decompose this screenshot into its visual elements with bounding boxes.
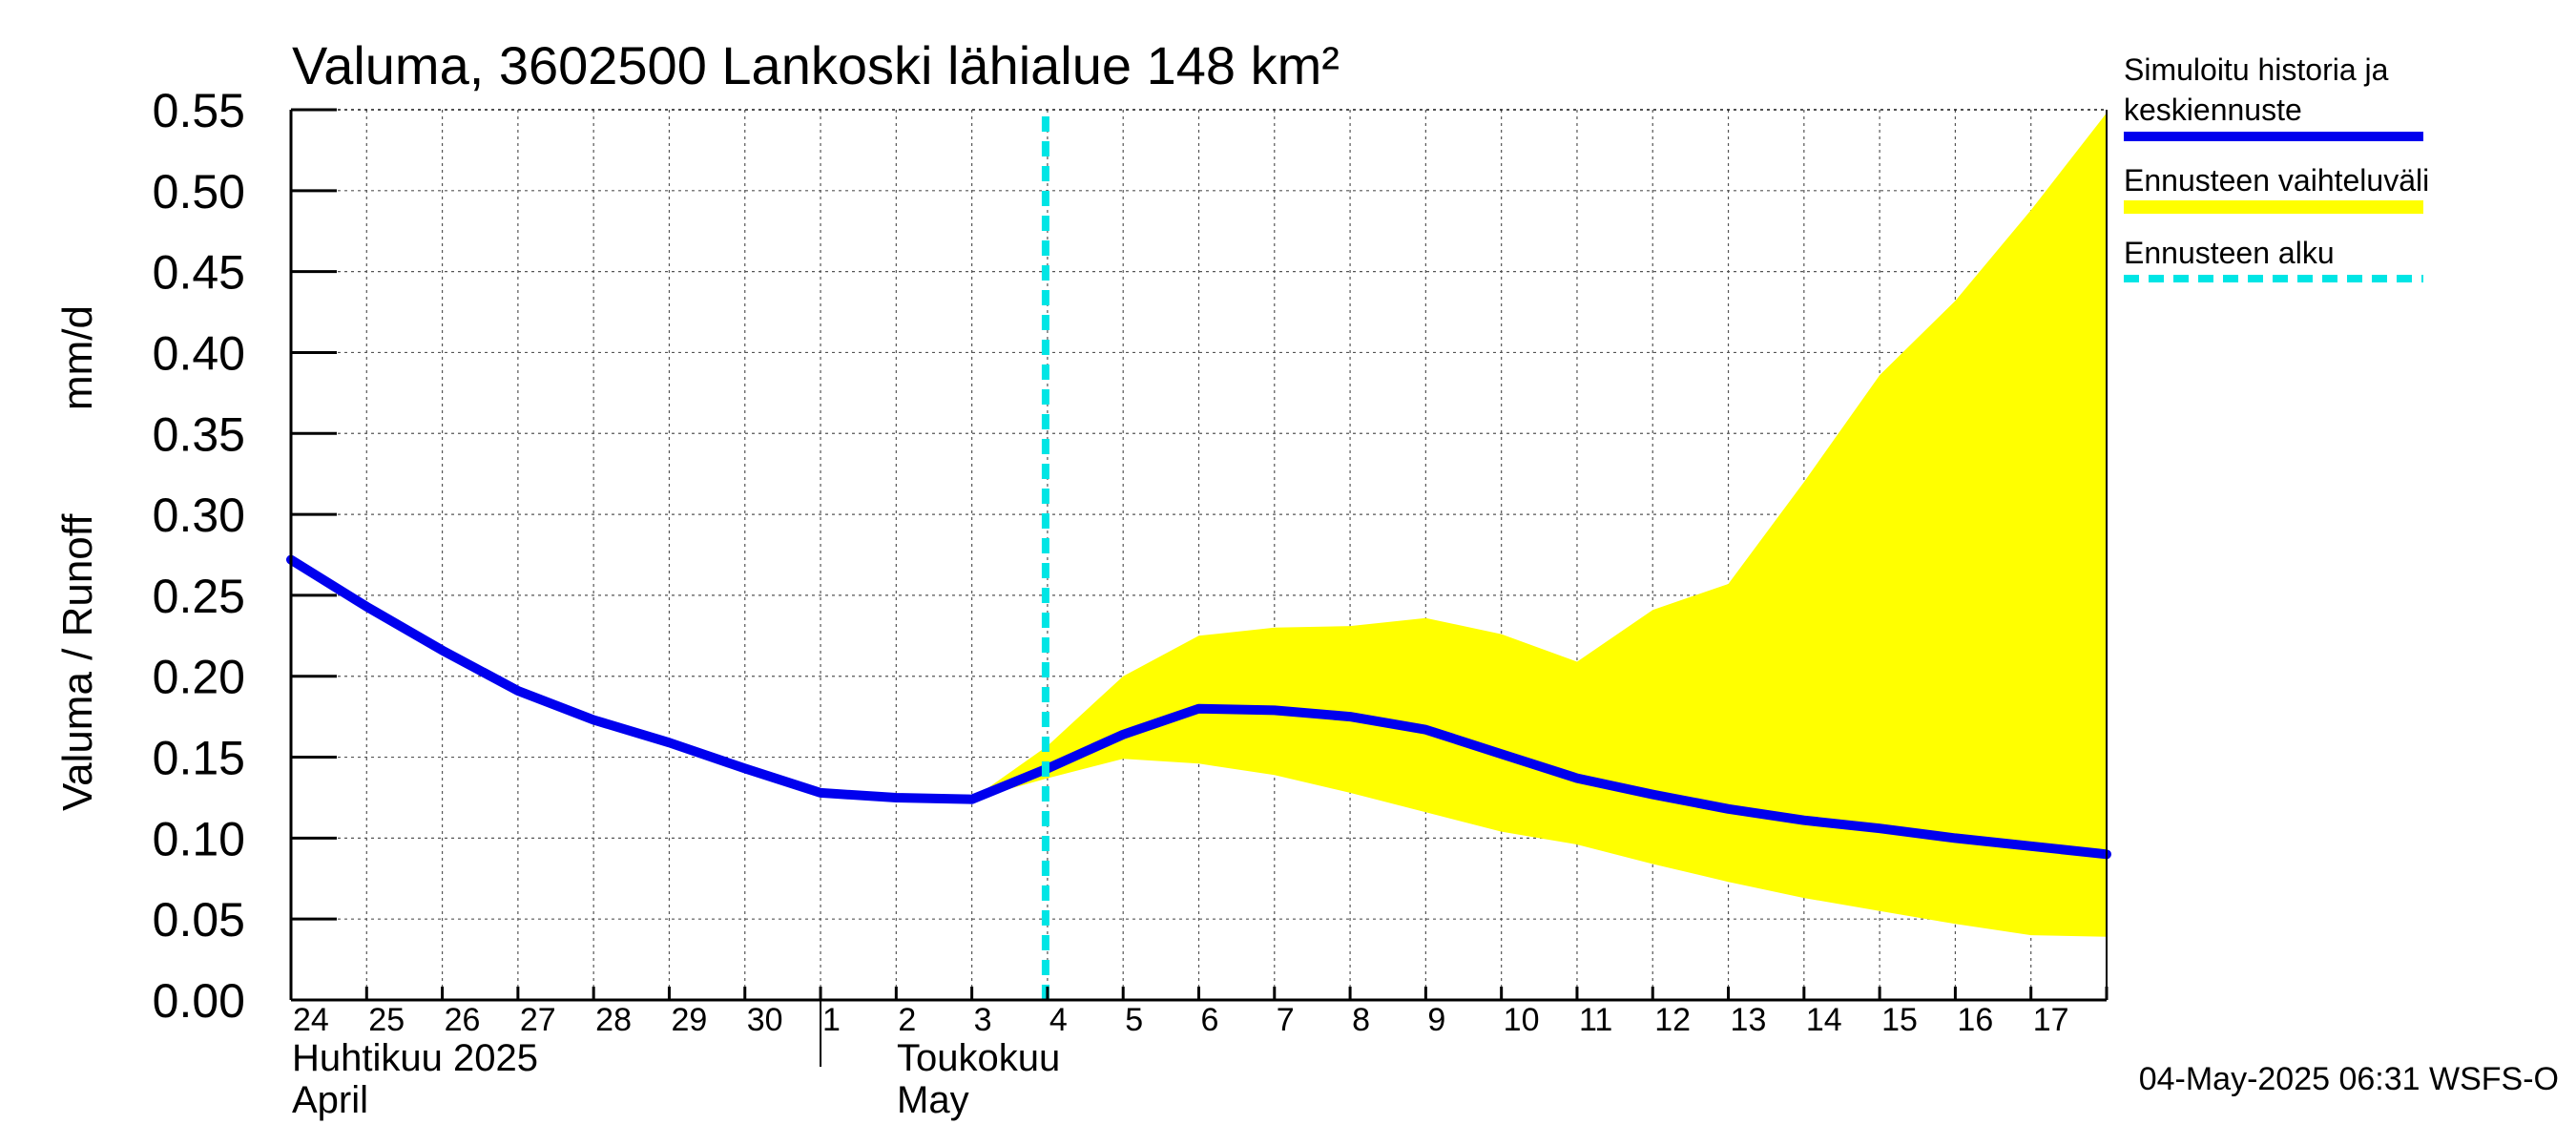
- mean-forecast-point: [592, 718, 595, 722]
- y-tick-label: 0.20: [153, 651, 245, 704]
- x-tick-label: 16: [1957, 1002, 1993, 1038]
- y-tick-label: 0.00: [153, 974, 245, 1028]
- x-tick-label: 1: [822, 1002, 841, 1038]
- x-tick-label: 26: [445, 1002, 481, 1038]
- x-tick-label: 30: [747, 1002, 783, 1038]
- month-label-en-may: May: [897, 1079, 969, 1121]
- x-tick-label: 27: [520, 1002, 556, 1038]
- mean-forecast-point: [1348, 715, 1352, 718]
- y-tick-label: 0.15: [153, 732, 245, 785]
- mean-forecast-point: [970, 798, 974, 802]
- mean-forecast-point: [1727, 807, 1731, 811]
- x-tick-label: 10: [1504, 1002, 1540, 1038]
- x-tick-label: 29: [671, 1002, 707, 1038]
- mean-forecast-line: [286, 554, 2111, 860]
- legend-label-mean-line2: keskiennuste: [2124, 93, 2302, 127]
- mean-forecast-point: [1575, 777, 1579, 781]
- y-tick-label: 0.50: [153, 165, 245, 219]
- x-tick-label: 17: [2033, 1002, 2069, 1038]
- y-tick-label: 0.40: [153, 326, 245, 380]
- x-tick-label: 3: [974, 1002, 992, 1038]
- mean-forecast-point: [1121, 733, 1125, 737]
- mean-forecast-point: [364, 605, 368, 609]
- x-tick-label: 15: [1881, 1002, 1918, 1038]
- mean-forecast-point: [667, 740, 671, 744]
- mean-forecast-point: [1423, 728, 1427, 732]
- mean-forecast-point: [1197, 707, 1201, 711]
- mean-forecast-point: [516, 689, 520, 693]
- chart-title: Valuma, 3602500 Lankoski lähialue 148 km…: [292, 35, 1340, 95]
- legend: Simuloitu historia ja keskiennuste Ennus…: [2124, 52, 2429, 282]
- y-tick-label: 0.10: [153, 812, 245, 865]
- y-axis-label-left: Valuma / Runoff: [54, 513, 101, 811]
- x-tick-label: 9: [1427, 1002, 1445, 1038]
- x-tick-label: 24: [293, 1002, 329, 1038]
- mean-forecast-point: [1500, 752, 1504, 756]
- x-tick-label: 13: [1731, 1002, 1767, 1038]
- x-tick-label: 28: [595, 1002, 632, 1038]
- mean-forecast-point: [2029, 844, 2033, 848]
- x-tick-label: 25: [368, 1002, 405, 1038]
- legend-label-range: Ennusteen vaihteluväli: [2124, 163, 2429, 198]
- legend-label-forecast-start: Ennusteen alku: [2124, 236, 2335, 270]
- forecast-range-band: [971, 113, 2107, 937]
- x-axis: 24 25 26 27 28 29 30 1 2 3 4 5 6 7 8 9 10 11 12 13 14 15 16 17: [289, 987, 2109, 1067]
- mean-forecast-point: [1651, 793, 1654, 797]
- mean-line-layer: [286, 554, 2111, 860]
- y-tick-label: 0.30: [153, 489, 245, 542]
- month-label-fi-may: Toukokuu: [897, 1037, 1060, 1079]
- mean-forecast-point: [894, 796, 898, 800]
- legend-label-mean-line1: Simuloitu historia ja: [2124, 52, 2389, 87]
- mean-forecast-point: [1878, 826, 1881, 830]
- x-tick-label: 2: [898, 1002, 916, 1038]
- mean-forecast-point: [1953, 836, 1957, 840]
- x-tick-label: 5: [1125, 1002, 1143, 1038]
- y-tick-label: 0.25: [153, 570, 245, 623]
- y-tick-label: 0.05: [153, 893, 245, 947]
- x-tick-label: 7: [1277, 1002, 1295, 1038]
- mean-forecast-point: [1802, 819, 1806, 822]
- month-label-en-april: April: [292, 1079, 368, 1121]
- x-tick-label: 6: [1201, 1002, 1219, 1038]
- y-axis-label-right: mm/d: [54, 305, 101, 410]
- forecast-range-band-layer: [971, 113, 2107, 937]
- x-tick-label: 14: [1806, 1002, 1842, 1038]
- mean-forecast-point: [743, 766, 747, 770]
- x-tick-label: 4: [1049, 1002, 1068, 1038]
- mean-forecast-point: [819, 791, 822, 795]
- month-label-fi-april: Huhtikuu 2025: [292, 1037, 538, 1079]
- footer-timestamp: 04-May-2025 06:31 WSFS-O: [2139, 1061, 2559, 1097]
- mean-forecast-point: [441, 649, 445, 653]
- y-tick-label: 0.45: [153, 246, 245, 300]
- y-axis: 0.00 0.05 0.10 0.15 0.20 0.25 0.30 0.35 0.40 0.45…: [153, 84, 337, 1028]
- mean-forecast-point: [1273, 708, 1277, 712]
- y-tick-label: 0.35: [153, 407, 245, 461]
- x-tick-label: 12: [1654, 1002, 1691, 1038]
- y-tick-label: 0.55: [153, 84, 245, 137]
- x-tick-label: 11: [1579, 1002, 1612, 1038]
- x-tick-label: 8: [1352, 1002, 1370, 1038]
